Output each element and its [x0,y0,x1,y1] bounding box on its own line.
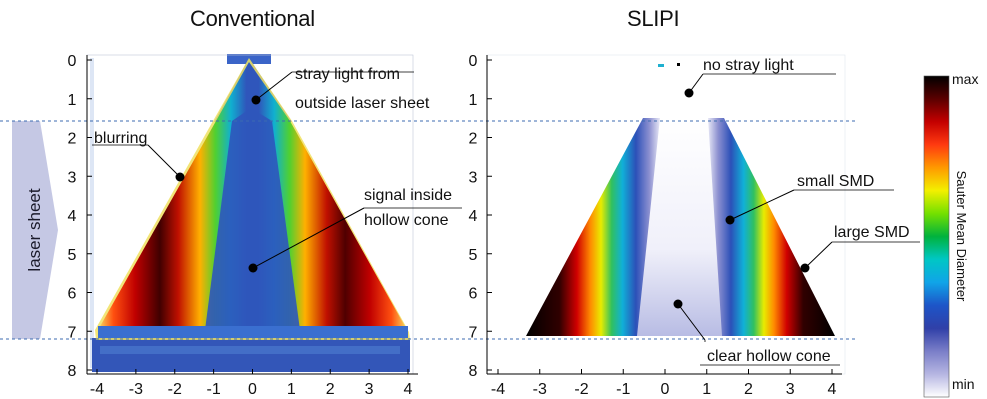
speckle [677,63,680,66]
colorbar-min-label: min [952,376,975,392]
left-noise-strip [90,58,94,368]
leader-line [729,189,795,221]
leader-dot [248,263,258,273]
panel-title-slipi: SLIPI [627,6,680,31]
annotation-clear-cone-text: clear hollow cone [707,348,831,365]
colorbar-title: Sauter Mean Diameter [954,171,969,302]
annotation-stray-line1: stray light from [295,66,400,83]
leader-line [255,71,293,101]
y-tick-label: 3 [469,169,478,186]
laser-sheet-label: laser sheet [25,188,44,271]
bottom-haze [92,338,410,372]
annotation-blurring-text: blurring [94,130,147,147]
x-tick-label: -4 [491,381,505,398]
annotation-signal-line2: hollow cone [364,212,449,229]
annotation-no-stray-text: no stray light [703,57,794,74]
annotation-stray-light: stray light from outside laser sheet [251,66,430,112]
laser-sheet-arrow: laser sheet [12,121,58,339]
speckle [658,64,664,67]
x-tick-label: -2 [168,381,182,398]
y-tick-label: 4 [469,208,478,225]
y-tick-label: 1 [469,92,478,109]
leader-dot [684,88,694,98]
annotation-signal-inside: signal inside hollow cone [248,187,462,273]
y-tick-label: 5 [68,247,77,264]
y-tick-label: 1 [68,92,77,109]
annotation-large-smd-text: large SMD [834,224,910,241]
x-tick-label: -2 [574,381,588,398]
conventional-plot [86,54,414,375]
panel-title-conventional: Conventional [190,6,315,31]
leader-dot [725,215,735,225]
x-tick-label: 0 [248,381,257,398]
x-tick-label: 3 [786,381,795,398]
hollow-core [205,108,300,330]
annotation-clear-cone: clear hollow cone [673,299,840,366]
x-tick-label: 3 [365,381,374,398]
y-tick-label: 2 [469,131,478,148]
annotation-stray-line2: outside laser sheet [295,95,430,112]
leader-dot [800,263,810,273]
colorbar-gradient [923,75,950,398]
x-tick-label: 2 [744,381,753,398]
slipi-right-band [708,118,835,336]
x-tick-label: 1 [287,381,296,398]
x-tick-label: -3 [533,381,547,398]
axes: 0 1 2 3 4 5 6 7 8 -4 -3 -2 -1 0 1 2 3 4 0 1 2 3 4 5 6 7 8 -4 -3 -2 -1 0… [68,53,842,398]
x-tick-label: -3 [129,381,143,398]
x-tick-label: 4 [828,381,837,398]
colorbar-max-label: max [952,71,978,87]
leader-dot [175,172,185,182]
y-tick-label: 2 [68,131,77,148]
x-tick-label: 2 [326,381,335,398]
leader-dot [673,299,683,309]
x-tick-label: 4 [404,381,413,398]
x-tick-label: 1 [702,381,711,398]
leader-line [804,241,833,269]
x-tick-label: -1 [616,381,630,398]
x-tick-label: 0 [661,381,670,398]
colorbar: max min Sauter Mean Diameter [923,71,978,398]
y-tick-label: 6 [68,286,77,303]
y-tick-label: 0 [469,53,478,70]
x-tick-label: -4 [90,381,104,398]
y-tick-label: 0 [68,53,77,70]
y-tick-label: 8 [68,363,77,380]
annotation-no-stray: no stray light [684,57,836,98]
leader-dot [251,95,261,105]
y-tick-label: 6 [469,286,478,303]
annotation-large-smd: large SMD [800,224,920,273]
annotation-blurring: blurring [92,130,185,182]
slipi-plot [486,54,846,375]
cone-base [98,326,408,338]
y-tick-label: 5 [469,247,478,264]
leader-line [252,207,365,269]
annotation-small-smd-text: small SMD [797,173,874,190]
slipi-left-band [526,118,660,336]
leader-line [147,144,181,178]
bottom-haze-highlight [100,346,400,354]
y-tick-label: 3 [68,169,77,186]
laser-arrow-shape [12,121,58,339]
y-tick-label: 8 [469,363,478,380]
y-tick-label: 7 [469,324,478,341]
y-tick-label: 7 [68,324,77,341]
annotation-signal-line1: signal inside [364,187,452,204]
x-tick-label: -1 [207,381,221,398]
y-tick-label: 4 [68,208,77,225]
leader-line [677,303,706,341]
annotation-small-smd: small SMD [725,173,894,225]
